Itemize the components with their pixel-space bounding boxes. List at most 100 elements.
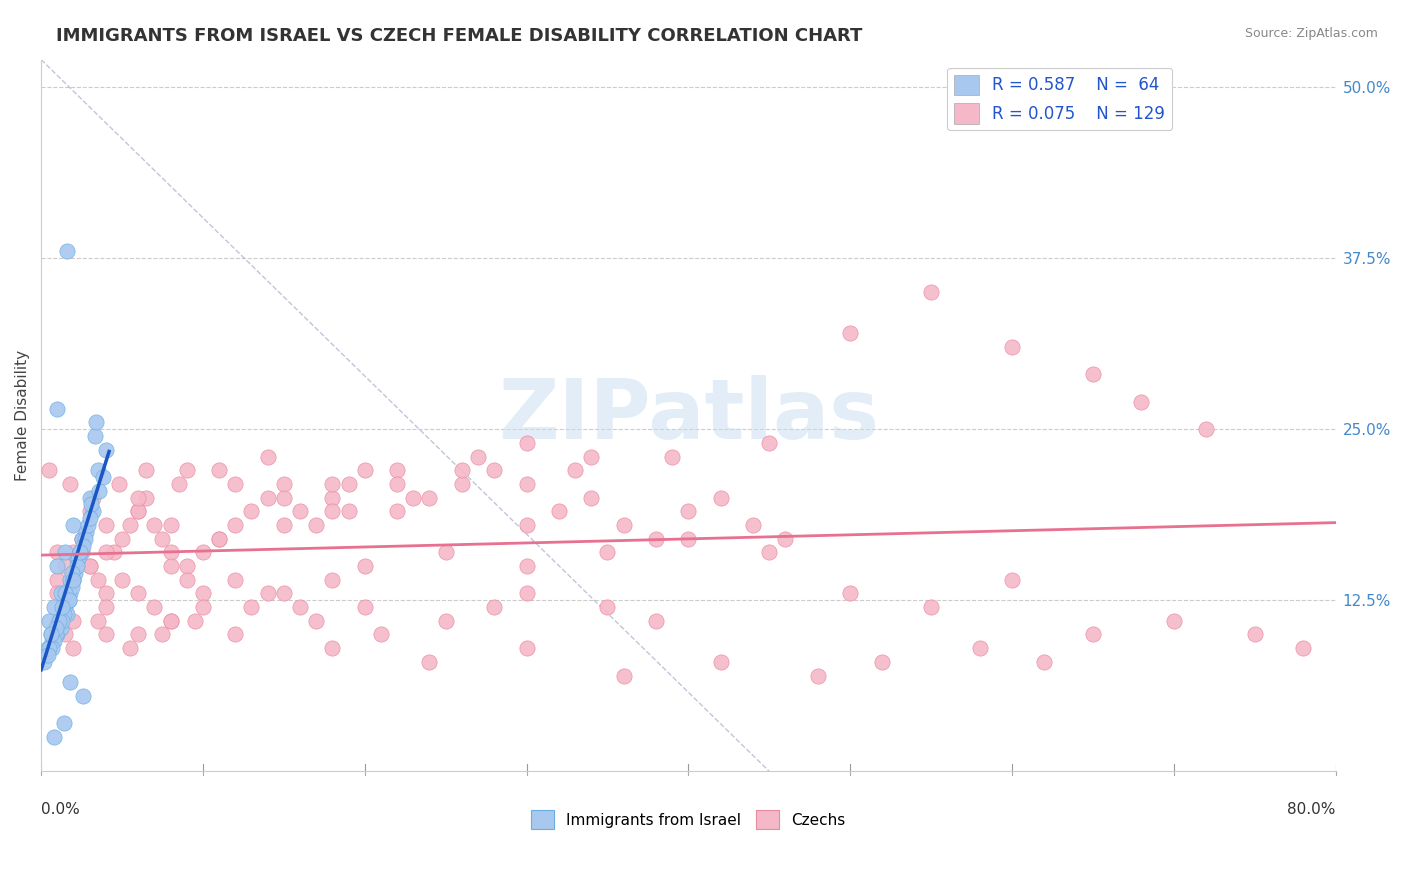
Y-axis label: Female Disability: Female Disability [15,350,30,481]
Point [758,435,780,450]
Point [613,518,636,533]
Point [84,415,107,429]
Point [159,559,181,574]
Point [710,491,733,505]
Point [678,504,700,518]
Point [94,586,117,600]
Point [94,518,117,533]
Point [159,518,181,533]
Point [59,586,82,600]
Point [62,545,84,559]
Point [72,689,94,703]
Point [70,532,93,546]
Point [72,539,94,553]
Point [224,573,246,587]
Point [73,532,96,546]
Point [1001,340,1024,354]
Legend: Immigrants from Israel, Czechs: Immigrants from Israel, Czechs [524,804,852,835]
Point [434,614,457,628]
Point [159,614,181,628]
Point [143,600,166,615]
Point [42,634,65,648]
Point [38,641,60,656]
Point [127,627,149,641]
Point [337,477,360,491]
Point [176,463,198,477]
Point [38,614,60,628]
Point [1081,627,1104,641]
Point [87,463,110,477]
Point [45,621,67,635]
Point [82,491,104,505]
Point [63,566,86,580]
Point [49,621,72,635]
Point [581,450,603,464]
Point [87,614,110,628]
Point [208,532,231,546]
Point [52,607,75,621]
Point [273,586,295,600]
Point [321,573,343,587]
Text: 80.0%: 80.0% [1286,802,1336,817]
Point [37,648,59,662]
Point [418,491,440,505]
Point [1033,655,1056,669]
Point [385,504,408,518]
Point [135,463,157,477]
Point [48,614,70,628]
Point [321,477,343,491]
Point [103,545,125,559]
Point [69,545,91,559]
Point [1243,627,1265,641]
Point [62,518,84,533]
Point [42,730,65,744]
Text: IMMIGRANTS FROM ISRAEL VS CZECH FEMALE DISABILITY CORRELATION CHART: IMMIGRANTS FROM ISRAEL VS CZECH FEMALE D… [56,27,863,45]
Point [120,518,142,533]
Point [273,518,295,533]
Point [191,586,214,600]
Point [515,435,537,450]
Point [305,518,328,533]
Point [67,552,90,566]
Point [385,477,408,491]
Point [402,491,425,505]
Point [55,600,77,615]
Point [240,504,263,518]
Point [159,545,181,559]
Point [135,491,157,505]
Point [1292,641,1315,656]
Point [62,573,84,587]
Point [191,545,214,559]
Point [482,600,505,615]
Point [224,477,246,491]
Point [46,559,69,574]
Point [353,600,375,615]
Point [256,491,278,505]
Point [515,641,537,656]
Point [46,545,69,559]
Point [59,477,82,491]
Point [70,545,93,559]
Point [107,477,129,491]
Point [208,532,231,546]
Point [515,518,537,533]
Point [1163,614,1185,628]
Point [48,614,70,628]
Point [79,559,101,574]
Point [515,559,537,574]
Point [127,504,149,518]
Point [645,532,668,546]
Point [70,532,93,546]
Point [482,463,505,477]
Point [39,627,62,641]
Point [256,586,278,600]
Point [94,442,117,457]
Point [256,450,278,464]
Point [45,627,67,641]
Point [69,545,91,559]
Point [94,545,117,559]
Point [66,552,89,566]
Point [38,463,60,477]
Point [62,614,84,628]
Point [807,668,830,682]
